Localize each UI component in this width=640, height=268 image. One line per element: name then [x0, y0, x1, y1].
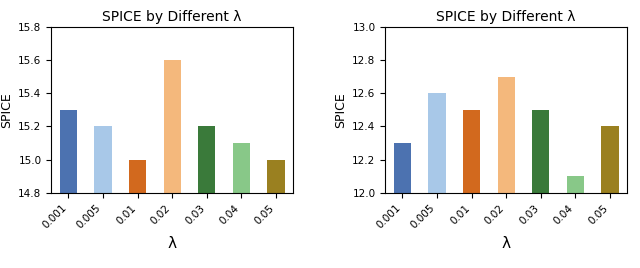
- Bar: [497, 77, 515, 193]
- Bar: [60, 110, 77, 193]
- Bar: [268, 160, 285, 193]
- Y-axis label: SPICE: SPICE: [333, 92, 347, 128]
- Bar: [164, 60, 181, 193]
- Bar: [428, 93, 445, 193]
- Title: SPICE by Different λ: SPICE by Different λ: [436, 10, 576, 24]
- Title: SPICE by Different λ: SPICE by Different λ: [102, 10, 242, 24]
- Bar: [601, 126, 618, 193]
- X-axis label: λ: λ: [168, 236, 177, 251]
- Bar: [95, 126, 112, 193]
- Bar: [394, 143, 411, 193]
- Bar: [198, 126, 216, 193]
- Bar: [463, 110, 480, 193]
- Bar: [129, 160, 147, 193]
- Bar: [566, 176, 584, 193]
- X-axis label: λ: λ: [502, 236, 511, 251]
- Bar: [532, 110, 549, 193]
- Bar: [233, 143, 250, 193]
- Y-axis label: SPICE: SPICE: [0, 92, 13, 128]
